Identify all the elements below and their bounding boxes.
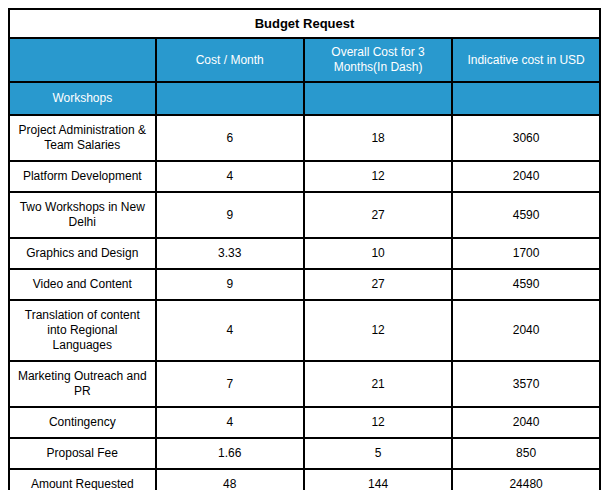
- row-usd-cell: 24480: [452, 469, 600, 490]
- section-header-cell-empty: [156, 82, 304, 115]
- row-overall-cost-cell: 18: [304, 115, 452, 161]
- column-header-overall-cost: Overall Cost for 3 Months(In Dash): [304, 38, 452, 82]
- row-label-cell: Amount Requested: [9, 469, 156, 490]
- row-overall-cost-cell: 12: [304, 161, 452, 192]
- table-row: Two Workshops in New Delhi 9 27 4590: [9, 192, 600, 238]
- row-usd-cell: 1700: [452, 238, 600, 269]
- column-header-row: Cost / Month Overall Cost for 3 Months(I…: [9, 38, 600, 82]
- row-label-cell: Video and Content: [9, 269, 156, 300]
- table-row: Amount Requested 48 144 24480: [9, 469, 600, 490]
- row-usd-cell: 2040: [452, 300, 600, 361]
- row-cost-per-month-cell: 3.33: [156, 238, 304, 269]
- row-usd-cell: 3570: [452, 361, 600, 407]
- table-row: Marketing Outreach and PR 7 21 3570: [9, 361, 600, 407]
- row-cost-per-month-cell: 9: [156, 192, 304, 238]
- section-header-row: Workshops: [9, 82, 600, 115]
- row-label-cell: Graphics and Design: [9, 238, 156, 269]
- budget-request-table: Budget Request Cost / Month Overall Cost…: [8, 8, 601, 490]
- table-title: Budget Request: [9, 9, 600, 38]
- table-row: Translation of content into Regional Lan…: [9, 300, 600, 361]
- column-header-cost-per-month: Cost / Month: [156, 38, 304, 82]
- row-usd-cell: 4590: [452, 269, 600, 300]
- table-row: Project Administration & Team Salaries 6…: [9, 115, 600, 161]
- table-row: Platform Development 4 12 2040: [9, 161, 600, 192]
- row-usd-cell: 2040: [452, 407, 600, 438]
- row-cost-per-month-cell: 1.66: [156, 438, 304, 469]
- row-label-cell: Platform Development: [9, 161, 156, 192]
- row-cost-per-month-cell: 4: [156, 407, 304, 438]
- row-label-cell: Marketing Outreach and PR: [9, 361, 156, 407]
- section-header-label: Workshops: [9, 82, 156, 115]
- column-header-usd: Indicative cost in USD: [452, 38, 600, 82]
- row-label-cell: Two Workshops in New Delhi: [9, 192, 156, 238]
- row-overall-cost-cell: 27: [304, 192, 452, 238]
- row-cost-per-month-cell: 48: [156, 469, 304, 490]
- section-header-cell-empty: [304, 82, 452, 115]
- column-header-empty: [9, 38, 156, 82]
- row-overall-cost-cell: 27: [304, 269, 452, 300]
- row-overall-cost-cell: 12: [304, 300, 452, 361]
- row-label-cell: Translation of content into Regional Lan…: [9, 300, 156, 361]
- row-cost-per-month-cell: 7: [156, 361, 304, 407]
- row-cost-per-month-cell: 4: [156, 161, 304, 192]
- document-page: Budget Request Cost / Month Overall Cost…: [0, 0, 609, 490]
- row-overall-cost-cell: 12: [304, 407, 452, 438]
- row-cost-per-month-cell: 9: [156, 269, 304, 300]
- table-row: Proposal Fee 1.66 5 850: [9, 438, 600, 469]
- table-title-row: Budget Request: [9, 9, 600, 38]
- row-overall-cost-cell: 21: [304, 361, 452, 407]
- row-cost-per-month-cell: 6: [156, 115, 304, 161]
- row-overall-cost-cell: 10: [304, 238, 452, 269]
- row-label-cell: Proposal Fee: [9, 438, 156, 469]
- row-overall-cost-cell: 144: [304, 469, 452, 490]
- row-overall-cost-cell: 5: [304, 438, 452, 469]
- row-usd-cell: 4590: [452, 192, 600, 238]
- section-header-cell-empty: [452, 82, 600, 115]
- row-usd-cell: 2040: [452, 161, 600, 192]
- row-label-cell: Contingency: [9, 407, 156, 438]
- row-label-cell: Project Administration & Team Salaries: [9, 115, 156, 161]
- table-row: Contingency 4 12 2040: [9, 407, 600, 438]
- table-body: Project Administration & Team Salaries 6…: [9, 115, 600, 490]
- row-usd-cell: 850: [452, 438, 600, 469]
- row-usd-cell: 3060: [452, 115, 600, 161]
- row-cost-per-month-cell: 4: [156, 300, 304, 361]
- table-row: Video and Content 9 27 4590: [9, 269, 600, 300]
- table-row: Graphics and Design 3.33 10 1700: [9, 238, 600, 269]
